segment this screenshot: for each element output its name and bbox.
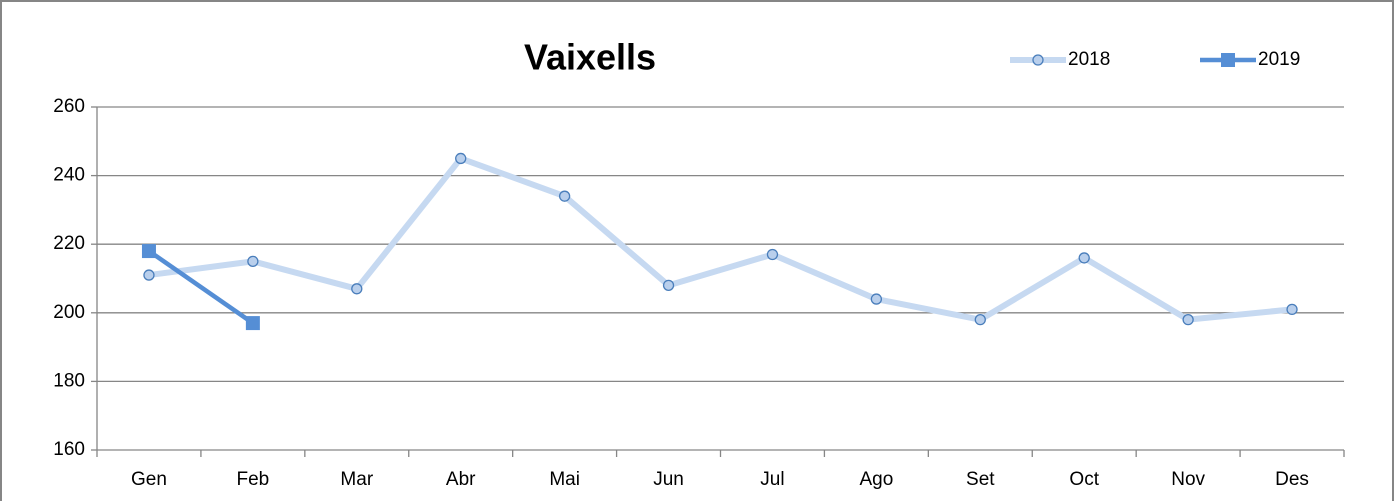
x-tick-label: Set xyxy=(966,469,995,490)
data-point xyxy=(141,244,156,259)
y-tick-label: 200 xyxy=(53,302,85,323)
data-point xyxy=(143,269,155,281)
x-tick-label: Feb xyxy=(237,469,270,490)
x-tick-label: Jun xyxy=(653,469,684,490)
x-tick-label: Gen xyxy=(131,469,167,490)
y-tick-label: 220 xyxy=(53,233,85,254)
x-tick-label: Mai xyxy=(549,469,580,490)
data-point xyxy=(1286,303,1298,316)
legend-marker xyxy=(1032,54,1044,66)
y-tick-label: 240 xyxy=(53,165,85,186)
y-tick-label: 160 xyxy=(53,439,85,460)
data-point xyxy=(247,255,259,268)
data-point xyxy=(351,283,363,295)
data-point xyxy=(766,248,779,261)
chart-title: Vaixells xyxy=(524,37,656,78)
legend-label: 2018 xyxy=(1068,49,1110,70)
data-point xyxy=(558,190,571,202)
x-tick-label: Jul xyxy=(760,469,784,490)
legend-label: 2019 xyxy=(1258,49,1300,70)
data-point xyxy=(245,316,260,331)
legend-marker xyxy=(1221,53,1235,67)
x-tick-label: Abr xyxy=(446,469,476,490)
data-point xyxy=(455,152,467,165)
x-tick-label: Des xyxy=(1275,469,1309,490)
x-tick-label: Ago xyxy=(859,469,893,490)
y-tick-label: 260 xyxy=(53,96,85,117)
series-line xyxy=(147,249,255,325)
data-point xyxy=(662,279,675,292)
data-point xyxy=(1182,314,1194,326)
data-point xyxy=(1078,252,1090,264)
x-tick-label: Mar xyxy=(340,469,373,490)
x-tick-label: Nov xyxy=(1171,469,1205,490)
y-tick-label: 180 xyxy=(53,370,85,391)
data-point xyxy=(974,314,986,326)
data-point xyxy=(870,293,883,305)
x-tick-label: Oct xyxy=(1069,469,1099,490)
series-line xyxy=(148,155,1293,323)
